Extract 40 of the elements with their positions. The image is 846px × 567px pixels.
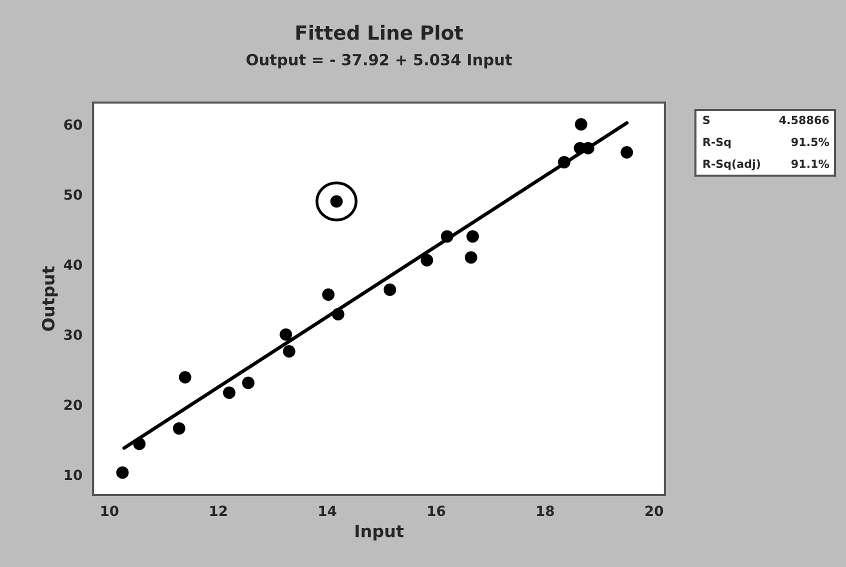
point xyxy=(322,288,335,301)
text: 91.5% xyxy=(791,138,830,146)
x-tick-label: 14 xyxy=(319,506,336,516)
text: 91.1% xyxy=(791,160,830,168)
y-tick-label: 40 xyxy=(64,259,82,270)
y-tick-label: 20 xyxy=(64,400,82,410)
point xyxy=(172,422,186,435)
point xyxy=(464,251,478,264)
point xyxy=(558,156,570,168)
x-axis-title: Input xyxy=(356,524,404,541)
y-tick-label: 30 xyxy=(64,330,82,340)
chart-subtitle: Output = - 37.92 + 5.034 Input xyxy=(246,54,512,68)
point xyxy=(332,308,344,320)
chart-title: Fitted Line Plot xyxy=(296,24,463,40)
x-tick-label: 18 xyxy=(537,506,554,516)
point xyxy=(282,345,296,358)
point xyxy=(466,230,479,243)
point xyxy=(116,466,129,479)
point xyxy=(574,118,588,131)
y-axis-title: Output xyxy=(42,266,58,331)
point xyxy=(280,328,292,341)
x-tick-label: 16 xyxy=(428,506,446,516)
point xyxy=(223,386,236,399)
text: S xyxy=(703,116,710,124)
point xyxy=(178,371,192,384)
text: R-Sq xyxy=(703,138,731,148)
point xyxy=(384,283,396,296)
point xyxy=(440,230,454,243)
x-tick-label: 20 xyxy=(645,506,664,516)
y-tick-label: 60 xyxy=(64,119,82,130)
point xyxy=(133,438,146,450)
x-tick-label: 12 xyxy=(210,506,227,516)
y-tick-label: 10 xyxy=(64,470,82,480)
point xyxy=(620,146,634,159)
y-tick-label: 50 xyxy=(64,189,82,200)
point xyxy=(420,254,434,266)
text: 4.58866 xyxy=(779,116,829,124)
x-tick-label: 10 xyxy=(101,506,118,516)
point xyxy=(242,376,254,390)
text: R-Sq(adj) xyxy=(703,159,760,170)
